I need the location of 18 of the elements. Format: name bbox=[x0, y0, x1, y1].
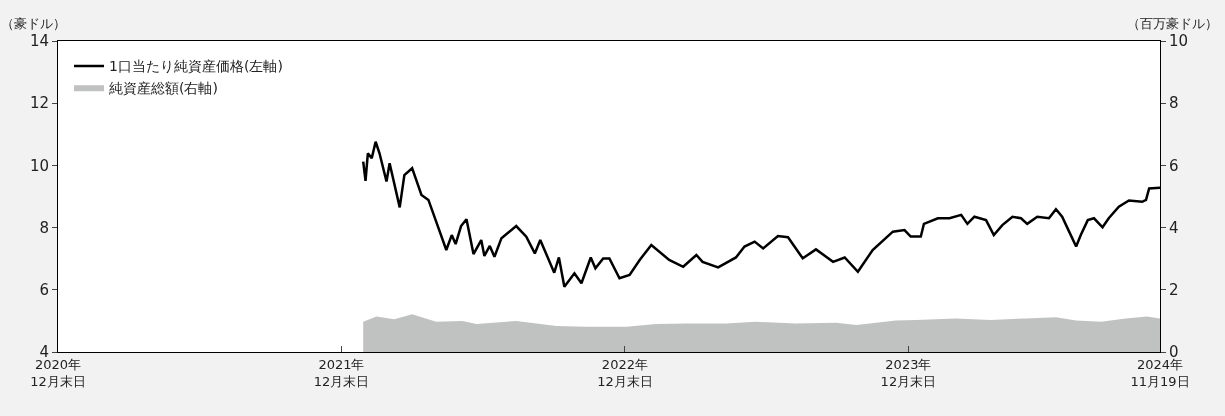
y2-tick-label: 2 bbox=[1169, 281, 1179, 300]
y2-tick-label: 4 bbox=[1169, 218, 1179, 237]
y-tick-label: 12 bbox=[29, 94, 49, 113]
legend-label: 純資産総額(右軸) bbox=[109, 79, 218, 96]
y-tick-label: 14 bbox=[29, 32, 49, 51]
y-tick-label: 10 bbox=[29, 156, 49, 175]
y-tick-label: 8 bbox=[39, 218, 49, 237]
x-tick-label: 2021年 12月末日 bbox=[313, 356, 370, 389]
y-tick-label: 6 bbox=[39, 281, 49, 300]
x-tick-label: 2023年 12月末日 bbox=[880, 356, 937, 389]
legend-label: 1口当たり純資産価格(左軸) bbox=[109, 58, 283, 75]
x-tick-label: 2020年 12月末日 bbox=[30, 356, 86, 389]
y2-tick-label: 6 bbox=[1169, 156, 1179, 175]
y2-axis-title: （百万豪ドル） bbox=[1127, 16, 1218, 31]
y2-tick-label: 10 bbox=[1169, 32, 1189, 51]
x-tick-label: 2022年 12月末日 bbox=[597, 356, 653, 389]
y-axis-title: （豪ドル） bbox=[1, 16, 66, 31]
y2-tick-label: 8 bbox=[1169, 94, 1179, 113]
